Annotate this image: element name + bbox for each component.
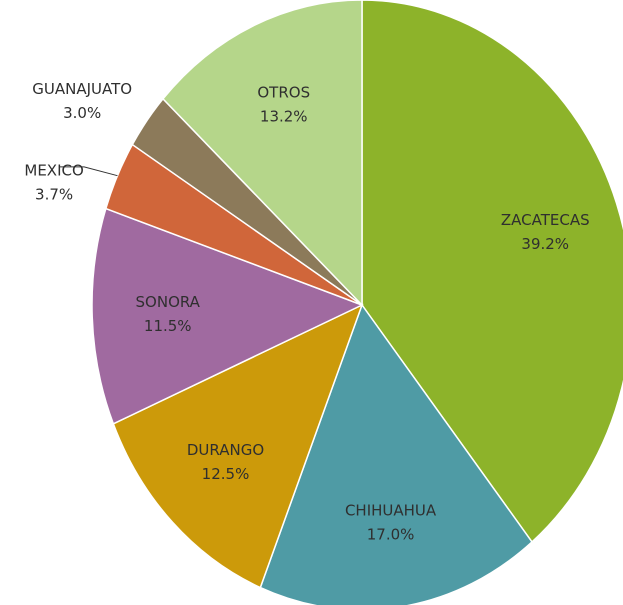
slice-value: 39.2% <box>521 235 569 253</box>
slice-label: GUANAJUATO <box>32 80 132 98</box>
slice-label: DURANGO <box>187 441 264 459</box>
pie-slice <box>259 303 533 605</box>
slice-value: 3.7% <box>35 185 73 203</box>
slice-label: ZACATECAS <box>501 211 590 229</box>
slice-value: 13.2% <box>260 107 308 125</box>
slice-value: 3.0% <box>63 104 101 122</box>
slice-label: MEXICO <box>24 161 83 179</box>
slice-label: CHIHUAHUA <box>345 502 437 520</box>
slice-label: SONORA <box>136 293 201 311</box>
pie-slice <box>361 0 623 544</box>
leader-line <box>59 166 118 177</box>
pie-slice <box>162 0 363 307</box>
slice-label: OTROS <box>257 83 310 101</box>
slice-value: 12.5% <box>202 465 250 483</box>
slice-value: 17.0% <box>367 526 415 544</box>
pie-slice <box>91 207 364 425</box>
slice-value: 11.5% <box>144 317 192 335</box>
pie-slice <box>112 303 364 589</box>
